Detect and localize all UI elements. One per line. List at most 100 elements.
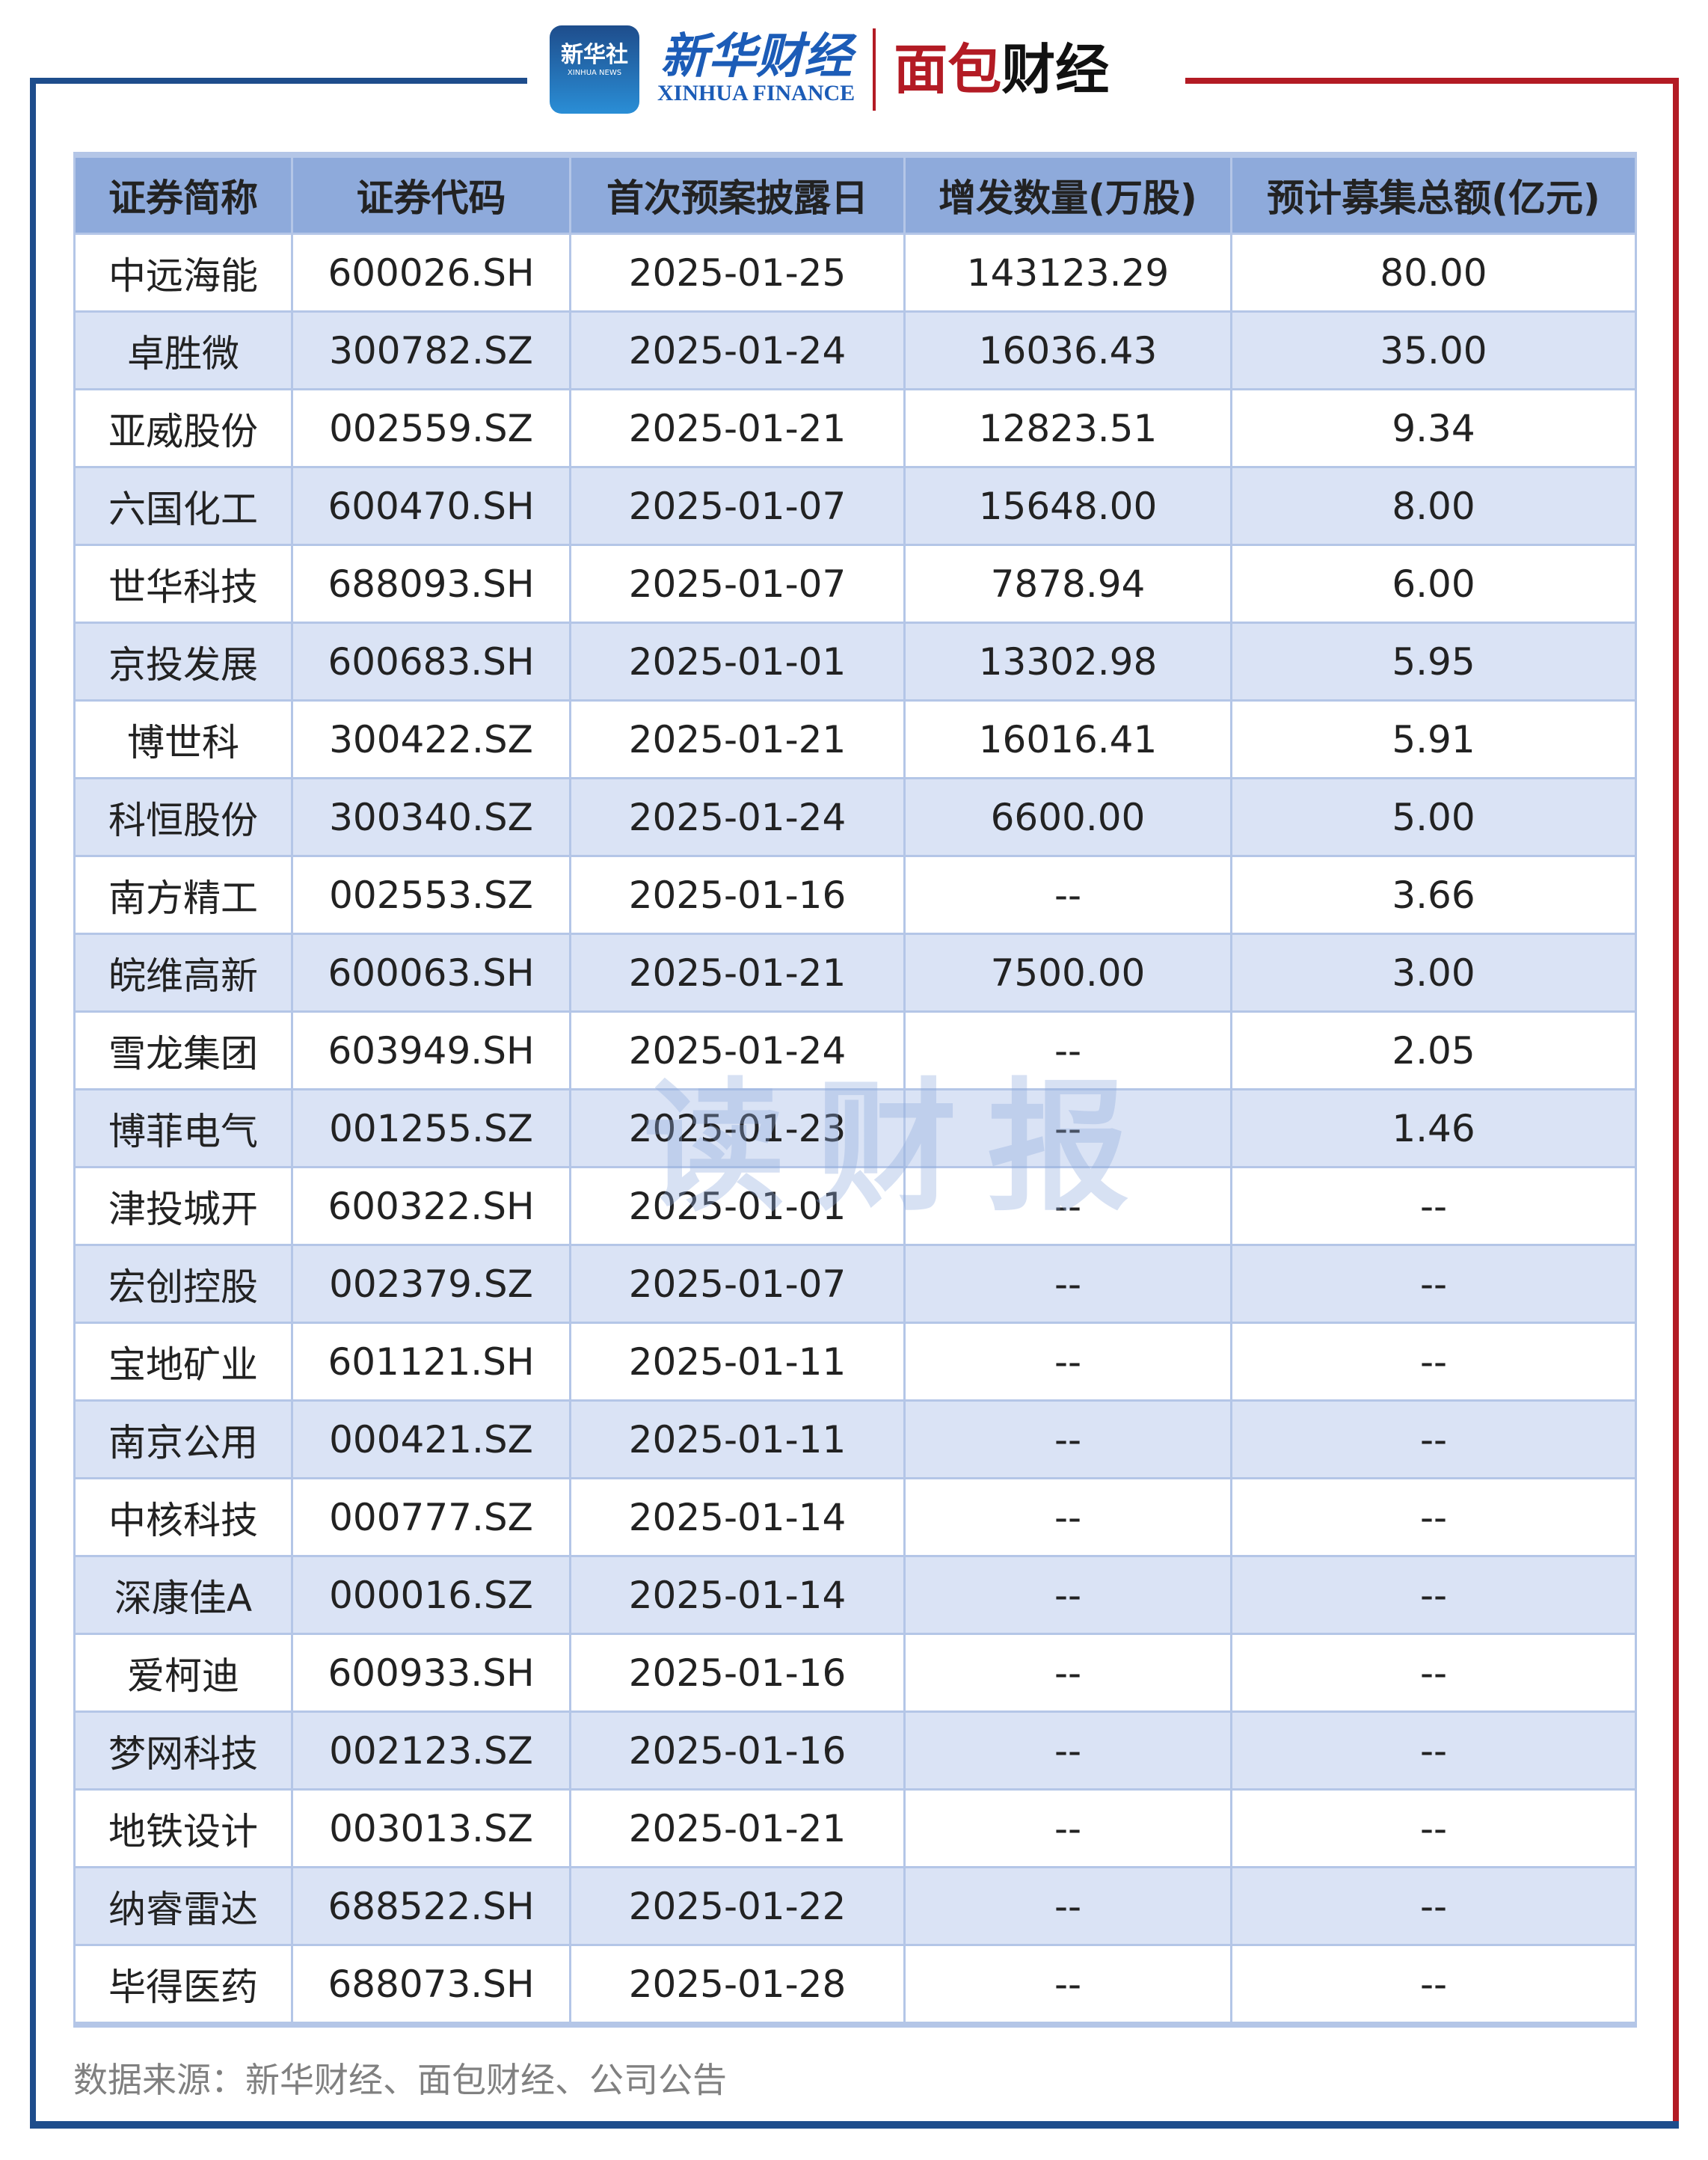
raise-amount-cell: 5.95 [1230,622,1637,702]
raise-amount-cell: 5.91 [1230,699,1637,779]
raise-amount-cell: -- [1230,1399,1637,1479]
raise-amount-cell: 35.00 [1230,310,1637,390]
security-code-cell: 688073.SH [291,1944,571,2028]
disclosure-date-cell: 2025-01-22 [569,1866,906,1946]
frame-left-border [30,78,36,2127]
security-name-cell: 中远海能 [73,233,293,313]
security-code-cell: 600933.SH [291,1633,571,1713]
disclosure-date-cell: 2025-01-21 [569,1788,906,1868]
security-name-cell: 科恒股份 [73,777,293,857]
security-name-cell: 纳睿雷达 [73,1866,293,1946]
security-code-cell: 002379.SZ [291,1244,571,1324]
table-row: 中远海能 600026.SH 2025-01-25 143123.29 80.00 [73,233,1637,313]
mianbao-logo-black: 财经 [1001,38,1110,101]
table-row: 深康佳A 000016.SZ 2025-01-14 -- -- [73,1555,1637,1635]
issue-shares-cell: 143123.29 [903,233,1232,313]
issue-shares-cell: -- [903,1555,1232,1635]
security-name-cell: 南方精工 [73,855,293,935]
table-row: 皖维高新 600063.SH 2025-01-21 7500.00 3.00 [73,933,1637,1013]
xinhua-badge-en: XINHUA NEWS [567,69,622,77]
raise-amount-cell: 2.05 [1230,1010,1637,1090]
issue-shares-cell: 16036.43 [903,310,1232,390]
security-name-cell: 六国化工 [73,466,293,546]
column-header: 预计募集总额(亿元) [1230,152,1637,235]
issue-shares-cell: -- [903,1399,1232,1479]
security-name-cell: 雪龙集团 [73,1010,293,1090]
security-code-cell: 002553.SZ [291,855,571,935]
issue-shares-cell: -- [903,1166,1232,1246]
column-header: 证券简称 [73,152,293,235]
security-code-cell: 300782.SZ [291,310,571,390]
security-code-cell: 002123.SZ [291,1710,571,1791]
security-name-cell: 毕得医药 [73,1944,293,2028]
mianbao-finance-logo: 面包财经 [894,43,1109,96]
disclosure-date-cell: 2025-01-28 [569,1944,906,2028]
raise-amount-cell: 3.00 [1230,933,1637,1013]
table-body: 中远海能 600026.SH 2025-01-25 143123.29 80.00 卓胜微… [73,233,1637,2028]
security-code-cell: 000016.SZ [291,1555,571,1635]
security-name-cell: 爱柯迪 [73,1633,293,1713]
disclosure-date-cell: 2025-01-23 [569,1088,906,1168]
table-header-row: 证券简称 证券代码 首次预案披露日 增发数量(万股) 预计募集总额(亿元) [73,152,1637,235]
table-row: 博菲电气 001255.SZ 2025-01-23 -- 1.46 [73,1088,1637,1168]
security-name-cell: 博世科 [73,699,293,779]
disclosure-date-cell: 2025-01-07 [569,466,906,546]
issue-shares-cell: -- [903,1710,1232,1791]
issue-shares-cell: -- [903,1244,1232,1324]
security-name-cell: 深康佳A [73,1555,293,1635]
security-code-cell: 601121.SH [291,1322,571,1402]
table-row: 梦网科技 002123.SZ 2025-01-16 -- -- [73,1710,1637,1791]
raise-amount-cell: -- [1230,1788,1637,1868]
raise-amount-cell: -- [1230,1244,1637,1324]
table-row: 宝地矿业 601121.SH 2025-01-11 -- -- [73,1322,1637,1402]
security-name-cell: 梦网科技 [73,1710,293,1791]
disclosure-date-cell: 2025-01-24 [569,1010,906,1090]
frame-right-border [1673,78,1679,2127]
table-row: 南方精工 002553.SZ 2025-01-16 -- 3.66 [73,855,1637,935]
raise-amount-cell: -- [1230,1866,1637,1946]
issue-shares-cell: -- [903,1088,1232,1168]
security-code-cell: 000777.SZ [291,1477,571,1557]
frame-bottom-border [30,2121,1679,2129]
security-code-cell: 600063.SH [291,933,571,1013]
logo-divider [873,28,876,111]
security-name-cell: 博菲电气 [73,1088,293,1168]
raise-amount-cell: 3.66 [1230,855,1637,935]
xinhua-finance-cn: 新华财经 [660,28,853,85]
security-name-cell: 世华科技 [73,544,293,624]
issue-shares-cell: 6600.00 [903,777,1232,857]
security-code-cell: 600683.SH [291,622,571,702]
issue-shares-cell: -- [903,855,1232,935]
security-code-cell: 003013.SZ [291,1788,571,1868]
table-row: 南京公用 000421.SZ 2025-01-11 -- -- [73,1399,1637,1479]
disclosure-date-cell: 2025-01-01 [569,1166,906,1246]
xinhua-finance-logo: 新华财经 XINHUA FINANCE [657,33,855,106]
disclosure-date-cell: 2025-01-25 [569,233,906,313]
raise-amount-cell: -- [1230,1166,1637,1246]
security-name-cell: 中核科技 [73,1477,293,1557]
disclosure-date-cell: 2025-01-07 [569,544,906,624]
disclosure-date-cell: 2025-01-21 [569,933,906,1013]
issue-shares-cell: -- [903,1633,1232,1713]
column-header: 增发数量(万股) [903,152,1232,235]
security-name-cell: 京投发展 [73,622,293,702]
xinhua-badge-text: 新华社 [561,42,628,68]
mianbao-logo-red: 面包 [894,38,1002,101]
disclosure-date-cell: 2025-01-16 [569,855,906,935]
table-row: 六国化工 600470.SH 2025-01-07 15648.00 8.00 [73,466,1637,546]
data-source-note: 数据来源：新华财经、面包财经、公司公告 [73,2060,727,2100]
table-row: 雪龙集团 603949.SH 2025-01-24 -- 2.05 [73,1010,1637,1090]
raise-amount-cell: -- [1230,1944,1637,2028]
security-code-cell: 300422.SZ [291,699,571,779]
security-code-cell: 000421.SZ [291,1399,571,1479]
security-name-cell: 地铁设计 [73,1788,293,1868]
disclosure-date-cell: 2025-01-11 [569,1322,906,1402]
placement-table: 证券简称 证券代码 首次预案披露日 增发数量(万股) 预计募集总额(亿元) 中远海能 60… [73,152,1637,2028]
security-name-cell: 亚威股份 [73,388,293,468]
disclosure-date-cell: 2025-01-11 [569,1399,906,1479]
table-row: 博世科 300422.SZ 2025-01-21 16016.41 5.91 [73,699,1637,779]
frame-top-right-border [1185,78,1679,84]
security-name-cell: 南京公用 [73,1399,293,1479]
disclosure-date-cell: 2025-01-21 [569,699,906,779]
frame-top-left-border [30,78,527,84]
